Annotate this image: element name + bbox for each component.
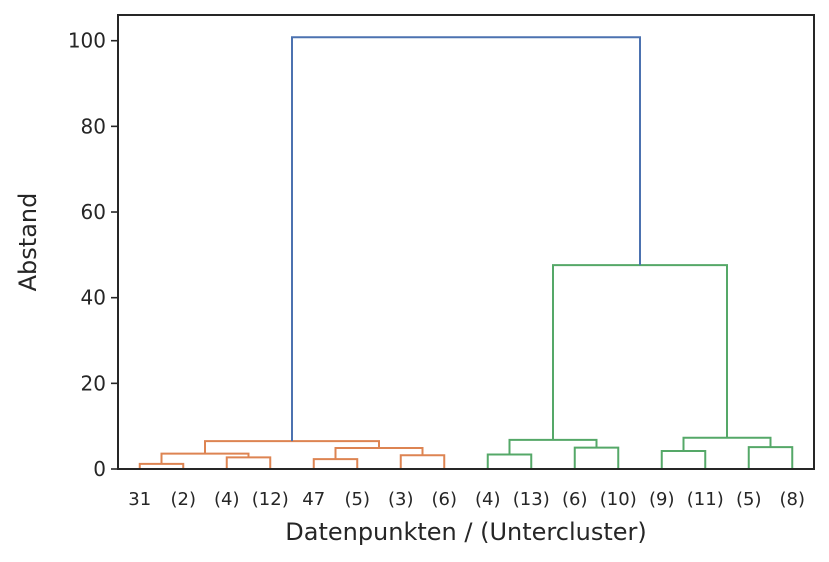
x-tick-label: (4) — [475, 489, 501, 510]
dendrogram-link — [486, 453, 533, 469]
dendrogram-link — [573, 446, 620, 469]
dendrogram-link — [225, 456, 272, 469]
y-tick-label: 20 — [81, 371, 106, 395]
y-tick-label: 80 — [81, 114, 106, 138]
x-tick-label: (6) — [432, 489, 458, 510]
plot-background — [118, 15, 814, 469]
x-tick-label: (9) — [649, 489, 675, 510]
x-tick-label: (3) — [388, 489, 414, 510]
x-tick-label: 47 — [302, 489, 325, 510]
y-axis-title: Abstand — [14, 193, 42, 292]
dendrogram-link — [291, 36, 641, 442]
x-tick-label: (4) — [214, 489, 240, 510]
plot-frame — [117, 14, 815, 470]
x-tick-label: (6) — [562, 489, 588, 510]
x-tick-label: (12) — [252, 489, 289, 510]
y-axis-ticks: 0 20 40 60 80 100 — [68, 29, 118, 481]
x-tick-label: (8) — [780, 489, 806, 510]
x-tick-label: (2) — [171, 489, 197, 510]
x-tick-label: (5) — [736, 489, 762, 510]
y-tick-label: 100 — [68, 29, 106, 53]
x-tick-label: (5) — [345, 489, 371, 510]
y-tick-label: 60 — [81, 200, 106, 224]
x-axis-ticks: 31 (2) (4) (12) 47 (5) (3) (6) (4) (13) (6) (10) (9)… — [128, 489, 805, 510]
x-tick-label: (10) — [600, 489, 637, 510]
x-tick-label: 31 — [128, 489, 151, 510]
dendrogram-link — [682, 436, 772, 452]
dendrogram-links — [138, 36, 794, 469]
x-tick-label: (13) — [513, 489, 550, 510]
y-tick-label: 40 — [81, 286, 106, 310]
x-axis-title: Datenpunkten / (Untercluster) — [285, 518, 647, 546]
dendrogram-link — [747, 446, 794, 469]
x-tick-label: (11) — [687, 489, 724, 510]
y-tick-label: 0 — [93, 457, 106, 481]
